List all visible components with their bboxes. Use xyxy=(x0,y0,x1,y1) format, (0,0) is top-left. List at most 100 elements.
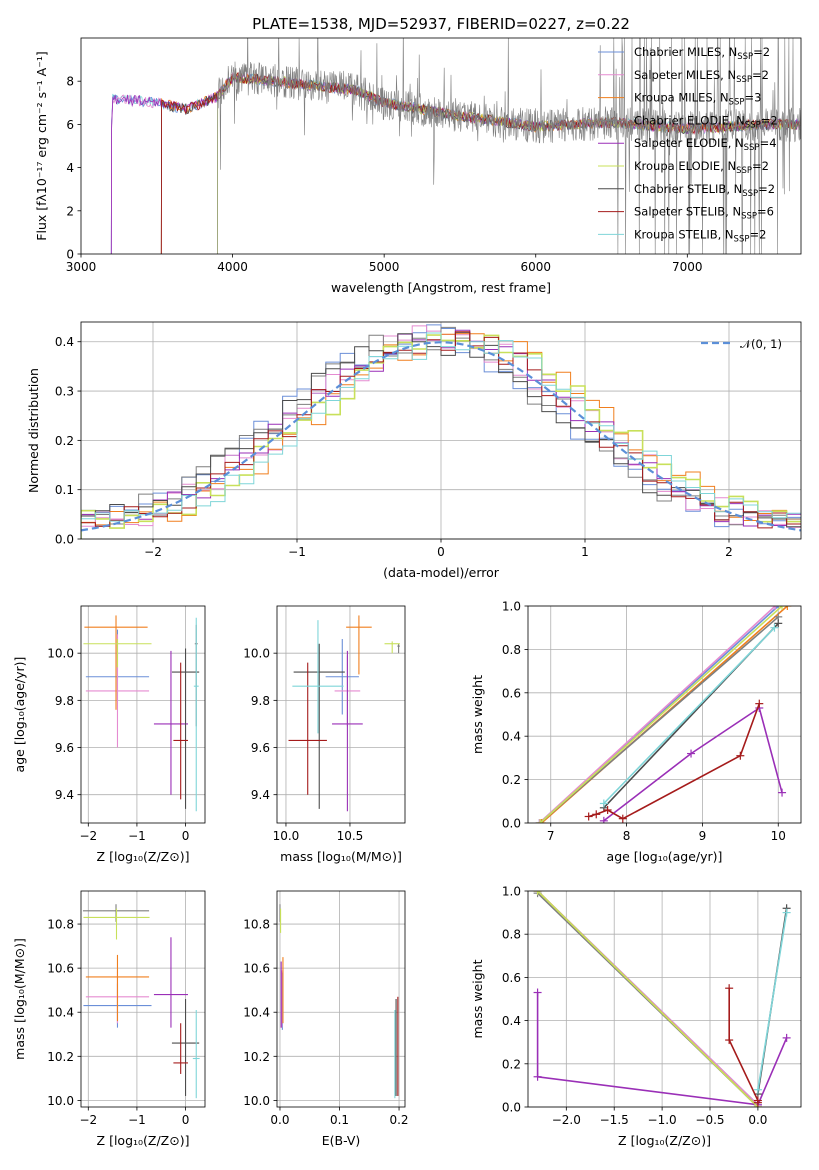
weight-line xyxy=(539,616,779,823)
weight-marker xyxy=(592,810,601,819)
x-axis-label: Z [log₁₀(Z/Z⊙)] xyxy=(97,1133,190,1148)
weight-line xyxy=(538,606,776,823)
errorbar-point xyxy=(173,1023,188,1074)
weight-marker xyxy=(599,816,608,823)
y-tick-label: 9.6 xyxy=(55,741,74,755)
x-tick-label: −1.0 xyxy=(648,1113,677,1127)
y-tick-label: 0.6 xyxy=(502,971,521,985)
weight-marker xyxy=(533,891,542,895)
legend-entry: Kroupa STELIB, NSSP=2 xyxy=(634,227,766,244)
axes-frame xyxy=(80,37,802,255)
legend-entry: Salpeter MILES, NSSP=2 xyxy=(634,68,769,85)
y-tick-label: 10.0 xyxy=(243,647,270,661)
axes-spectrum: 3000 4000 5000 6000 7000 0 2 4 6 8 wavelength [Ang… xyxy=(34,15,802,295)
weight-line xyxy=(757,912,788,1090)
y-tick-label: 0.2 xyxy=(502,1057,521,1071)
errorbar-point xyxy=(332,650,363,812)
y-tick-label: 10.4 xyxy=(47,1006,74,1020)
normal-curve xyxy=(81,341,801,532)
spectrum-line xyxy=(160,71,801,254)
y-tick-label: 10.6 xyxy=(243,962,270,976)
axes-age_vs_mass: 10.0 10.5 9.4 9.6 9.8 10.0 mass [log₁₀(M/M⊙)] xyxy=(243,605,406,864)
weight-marker xyxy=(725,984,734,993)
weight-marker xyxy=(774,619,783,628)
axes-frame xyxy=(80,605,206,824)
weight-marker xyxy=(782,1033,791,1042)
x-tick-label: 0.0 xyxy=(270,1113,289,1127)
x-tick-label: −0.5 xyxy=(695,1113,724,1127)
weight-marker xyxy=(753,1085,762,1094)
plot-area xyxy=(110,38,801,254)
weight-line xyxy=(603,627,776,805)
x-axis-label: wavelength [Angstrom, rest frame] xyxy=(331,280,551,295)
errorbar-point xyxy=(384,641,400,654)
x-tick-label: 6000 xyxy=(520,260,551,274)
legend-entry: Chabrier STELIB, NSSP=2 xyxy=(634,182,775,199)
y-tick-label: 2 xyxy=(66,204,74,218)
y-tick-label: 10.8 xyxy=(47,918,74,932)
axes-mass_vs_Z: −2 −1 0 10.0 10.2 10.4 10.6 10.8 Z [log₁₀(Z/Z⊙)]… xyxy=(12,890,206,1148)
errorbar-point xyxy=(153,650,188,795)
weight-line xyxy=(537,891,759,1107)
weight-marker xyxy=(599,799,608,808)
y-tick-label: 10.0 xyxy=(47,647,74,661)
y-tick-label: 10.2 xyxy=(47,1050,74,1064)
y-tick-label: 10.6 xyxy=(47,962,74,976)
weight-marker xyxy=(603,805,612,814)
axes-frame xyxy=(276,890,406,1108)
x-axis-label: age [log₁₀(age/yr)] xyxy=(607,849,723,864)
x-tick-label: 3000 xyxy=(66,260,97,274)
x-axis-label: mass [log₁₀(M/M⊙)] xyxy=(280,849,402,864)
y-axis-label: mass weight xyxy=(470,675,485,754)
weight-marker xyxy=(618,814,627,823)
x-tick-label: −1.5 xyxy=(600,1113,629,1127)
weight-marker xyxy=(537,819,546,823)
y-tick-label: 9.4 xyxy=(251,788,270,802)
x-tick-label: 10 xyxy=(771,829,786,843)
histogram-series xyxy=(81,332,801,539)
errorbar-point xyxy=(346,615,372,675)
errorbar-point xyxy=(171,999,200,1096)
axes-residuals: −2 −1 0 1 2 0.0 0.1 0.2 0.3 0.4 (data-model)/error… xyxy=(26,321,802,580)
weight-marker xyxy=(536,819,545,823)
x-tick-label: 2 xyxy=(725,545,733,559)
legend-entry: Chabrier ELODIE, NSSP=2 xyxy=(634,113,778,130)
x-tick-label: 0.1 xyxy=(330,1113,349,1127)
y-tick-label: 0.8 xyxy=(502,643,521,657)
axes-mass_vs_ebv: 0.0 0.1 0.2 10.0 10.2 10.4 10.6 10.8 E(B-V) xyxy=(243,890,409,1148)
y-tick-label: 10.0 xyxy=(47,1094,74,1108)
x-tick-label: −2 xyxy=(144,545,162,559)
y-tick-label: 6 xyxy=(66,118,74,132)
axes-frame xyxy=(80,890,206,1108)
errorbar-point xyxy=(85,954,150,1022)
weight-marker xyxy=(755,699,764,708)
weight-marker xyxy=(533,988,542,997)
errorbar-point xyxy=(153,937,188,1028)
y-tick-label: 9.6 xyxy=(251,741,270,755)
x-tick-label: −1 xyxy=(288,545,306,559)
y-tick-label: 0.4 xyxy=(502,730,521,744)
x-tick-label: 1 xyxy=(581,545,589,559)
plot-area xyxy=(83,615,200,812)
x-tick-label: 0.2 xyxy=(389,1113,408,1127)
y-axis-label: Normed distribution xyxy=(26,368,41,493)
y-tick-label: 0.4 xyxy=(502,1014,521,1028)
x-axis-label: Z [log₁₀(Z/Z⊙)] xyxy=(618,1133,711,1148)
y-tick-label: 9.8 xyxy=(55,694,74,708)
weight-marker xyxy=(770,623,779,632)
y-tick-label: 1.0 xyxy=(502,885,521,899)
y-tick-label: 0.1 xyxy=(55,483,74,497)
errorbar-point xyxy=(83,639,152,668)
weight-line xyxy=(536,992,788,1106)
y-axis-label: age [log₁₀(age/yr)] xyxy=(12,657,27,773)
weight-marker xyxy=(535,819,544,823)
x-tick-label: 10.0 xyxy=(273,829,300,843)
weight-line xyxy=(603,706,783,822)
y-tick-label: 0.0 xyxy=(502,817,521,831)
weight-marker xyxy=(533,1072,542,1081)
errorbar-point xyxy=(193,617,199,812)
axes-weight_vs_age: 7 8 9 10 0.0 0.2 0.4 0.6 0.8 1.0 age [log₁₀(age/yr… xyxy=(470,600,802,864)
axes-frame xyxy=(276,605,406,824)
y-axis-label: mass weight xyxy=(470,959,485,1038)
y-tick-label: 0.6 xyxy=(502,686,521,700)
